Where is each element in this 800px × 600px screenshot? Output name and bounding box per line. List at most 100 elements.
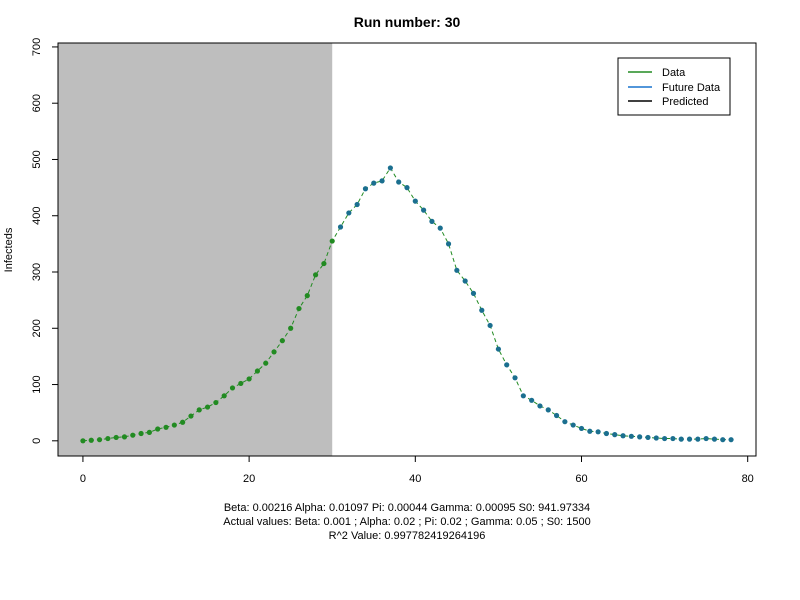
legend: Data Future Data Predicted: [617, 57, 731, 116]
data-point: [171, 422, 177, 428]
future-data-point: [512, 375, 518, 381]
legend-label-future-data: Future Data: [662, 82, 721, 94]
y-tick-label: 300: [31, 263, 43, 281]
x-tick-label: 40: [409, 473, 421, 485]
future-data-point: [587, 428, 593, 434]
data-point: [221, 393, 227, 399]
data-point: [229, 385, 236, 391]
future-data-point: [520, 393, 526, 399]
future-data-point: [437, 225, 443, 231]
y-tick-label: 700: [31, 38, 43, 56]
future-data-point: [429, 218, 435, 224]
future-data-point: [670, 435, 676, 442]
future-data-point: [603, 430, 610, 437]
future-data-point: [445, 241, 452, 247]
future-data-point: [379, 178, 385, 184]
future-data-point: [371, 180, 377, 186]
future-data-point: [628, 433, 634, 439]
future-data-point: [421, 207, 427, 213]
future-data-point: [404, 185, 410, 191]
chart-marks: [80, 165, 734, 444]
data-point: [312, 272, 319, 278]
legend-label-predicted: Predicted: [662, 96, 708, 108]
data-point: [238, 380, 244, 387]
future-data-point: [470, 290, 477, 296]
future-data-point: [645, 434, 651, 441]
data-point: [180, 419, 186, 425]
data-point: [296, 305, 302, 312]
x-tick-label: 80: [742, 473, 754, 485]
future-data-point: [570, 422, 576, 428]
data-point: [130, 432, 136, 438]
data-point: [80, 438, 86, 444]
actual-values-text: Actual values: Beta: 0.001 ; Alpha: 0.02…: [223, 516, 591, 528]
x-tick-label: 60: [575, 473, 587, 485]
legend-label-data: Data: [662, 67, 686, 79]
future-data-point: [537, 403, 543, 409]
data-point: [213, 399, 219, 406]
data-point: [138, 430, 144, 437]
data-point: [254, 368, 261, 374]
future-data-point: [362, 186, 369, 192]
data-point: [155, 426, 161, 432]
data-point: [188, 413, 194, 419]
future-data-point: [661, 435, 668, 442]
data-point: [271, 349, 277, 355]
future-data-point: [703, 435, 709, 442]
future-data-point: [337, 224, 344, 230]
data-point: [146, 429, 153, 435]
chart-title: Run number: 30: [354, 14, 461, 30]
future-data-point: [612, 432, 618, 438]
data-point: [321, 260, 327, 267]
data-point: [163, 424, 169, 430]
future-data-point: [720, 437, 726, 443]
data-point: [304, 293, 310, 299]
x-axis: 0 20 40 60 80: [80, 455, 754, 485]
data-point: [204, 404, 211, 410]
future-data-point: [578, 425, 585, 432]
data-point: [196, 407, 202, 413]
future-data-point: [529, 397, 535, 403]
future-data-point: [678, 436, 684, 442]
data-point: [329, 238, 335, 244]
future-data-point: [711, 436, 718, 442]
fitted-parameters-text: Beta: 0.00216 Alpha: 0.01097 Pi: 0.00044…: [224, 502, 590, 514]
r-squared-text: R^2 Value: 0.997782419264196: [329, 530, 486, 542]
future-data-point: [479, 307, 485, 313]
future-data-point: [354, 201, 360, 208]
future-data-point: [412, 198, 418, 204]
future-data-point: [396, 179, 402, 185]
y-tick-label: 0: [31, 438, 43, 444]
data-point: [88, 437, 94, 443]
data-point: [246, 376, 252, 382]
future-data-point: [487, 322, 493, 329]
data-point: [279, 338, 285, 344]
data-point: [113, 434, 119, 441]
y-tick-label: 400: [31, 207, 43, 225]
future-data-point: [637, 434, 643, 440]
future-data-point: [545, 407, 551, 413]
data-point: [105, 435, 111, 442]
future-data-point: [454, 267, 460, 273]
future-data-point: [553, 412, 560, 419]
future-data-point: [387, 165, 393, 171]
future-data-point: [346, 210, 352, 216]
future-data-point: [562, 419, 568, 425]
observed-period-shading: [58, 43, 333, 456]
future-data-point: [595, 429, 601, 435]
future-data-point: [728, 437, 734, 443]
y-tick-label: 100: [31, 375, 43, 393]
future-data-point: [653, 435, 659, 441]
data-point: [121, 434, 128, 440]
future-data-point: [695, 436, 701, 442]
y-axis-label: Infecteds: [3, 227, 15, 272]
y-axis: 0 100 200 300 400 500 600 700: [31, 38, 59, 444]
x-tick-label: 20: [243, 473, 255, 485]
y-tick-label: 500: [31, 150, 43, 168]
data-point: [263, 360, 269, 366]
x-tick-label: 0: [80, 473, 86, 485]
future-data-point: [495, 346, 502, 352]
y-tick-label: 600: [31, 94, 43, 112]
future-data-point: [462, 278, 468, 284]
